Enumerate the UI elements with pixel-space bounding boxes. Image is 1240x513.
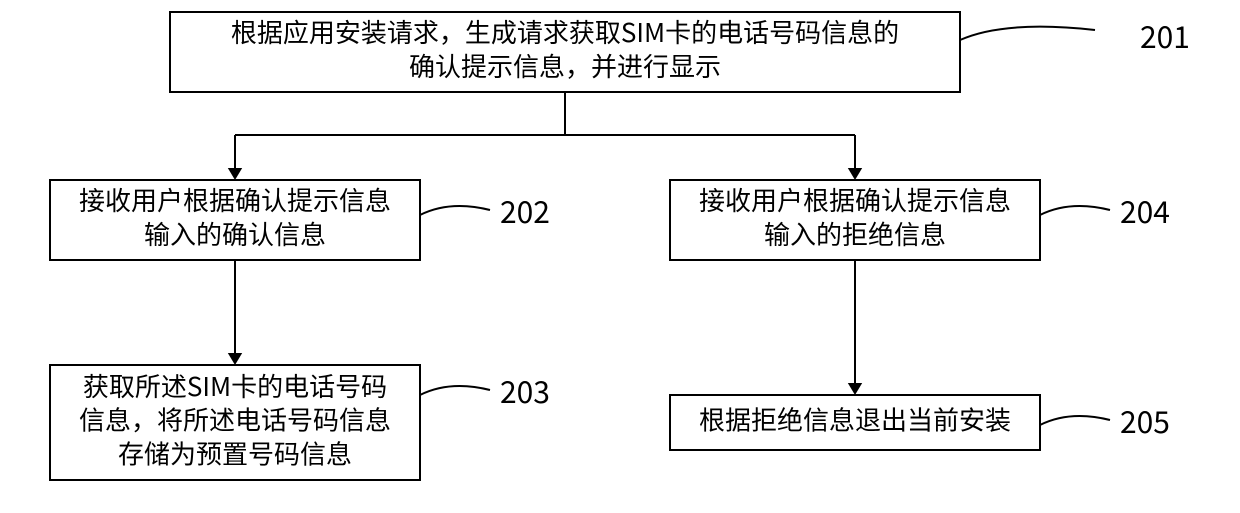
flow-node-202-line-1: 输入的确认信息: [144, 215, 326, 252]
flow-node-202-line-0: 接收用户根据确认提示信息: [79, 181, 391, 218]
flow-node-205-line-0: 根据拒绝信息退出当前安装: [699, 401, 1011, 438]
flow-node-201-line-0: 根据应用安装请求，生成请求获取SIM卡的电话号码信息的: [231, 13, 899, 50]
flow-node-205: 根据拒绝信息退出当前安装: [670, 395, 1040, 450]
flow-node-203: 获取所述SIM卡的电话号码信息，将所述电话号码信息存储为预置号码信息: [50, 365, 420, 480]
flow-node-203-line-2: 存储为预置号码信息: [118, 434, 352, 471]
flow-node-203-line-0: 获取所述SIM卡的电话号码: [83, 367, 387, 404]
flow-node-203-line-1: 信息，将所述电话号码信息: [79, 401, 391, 438]
step-label-203: 203: [500, 368, 550, 412]
flow-node-204: 接收用户根据确认提示信息输入的拒绝信息: [670, 180, 1040, 260]
step-label-201: 201: [1140, 13, 1190, 57]
flow-node-202: 接收用户根据确认提示信息输入的确认信息: [50, 180, 420, 260]
step-label-204: 204: [1120, 188, 1170, 232]
step-label-205: 205: [1120, 398, 1170, 442]
flow-node-204-line-0: 接收用户根据确认提示信息: [699, 181, 1011, 218]
flow-node-201: 根据应用安装请求，生成请求获取SIM卡的电话号码信息的确认提示信息，并进行显示: [170, 12, 960, 92]
flow-node-204-line-1: 输入的拒绝信息: [764, 215, 946, 252]
step-label-202: 202: [500, 188, 550, 232]
flow-node-201-line-1: 确认提示信息，并进行显示: [409, 47, 721, 84]
